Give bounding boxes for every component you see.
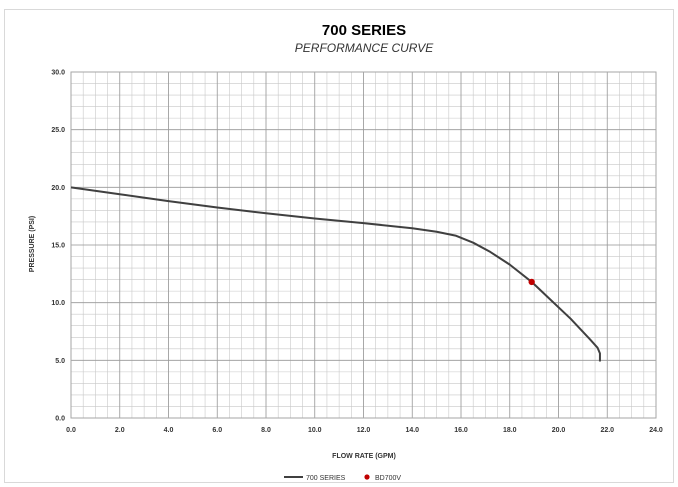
plot-area-border xyxy=(70,71,657,419)
x-tick-label: 8.0 xyxy=(261,427,271,434)
series-line-700-series xyxy=(70,186,601,362)
y-tick-label: 25.0 xyxy=(51,127,65,134)
y-tick-label: 15.0 xyxy=(51,243,65,250)
y-tick-label: 20.0 xyxy=(51,185,65,192)
y-axis-ticks: 0.0 5.0 10.0 15.0 20.0 25.0 30.0 xyxy=(51,70,65,423)
y-axis-label: PRESSURE (PSI) xyxy=(29,216,36,272)
x-tick-label: 4.0 xyxy=(164,427,174,434)
x-tick-label: 10.0 xyxy=(308,427,322,434)
series-layer xyxy=(70,186,601,362)
x-tick-label: 24.0 xyxy=(649,427,663,434)
chart-title: 700 SERIES xyxy=(322,22,406,39)
x-axis-label: FLOW RATE (GPM) xyxy=(332,453,396,460)
x-tick-label: 14.0 xyxy=(405,427,419,434)
x-axis-ticks: 0.0 2.0 4.0 6.0 8.0 10.0 12.0 14.0 16.0 18.0 20.0 2… xyxy=(66,427,663,434)
y-tick-label: 10.0 xyxy=(51,300,65,307)
x-tick-label: 6.0 xyxy=(212,427,222,434)
legend-label-point: BD700V xyxy=(375,475,401,482)
x-tick-label: 20.0 xyxy=(552,427,566,434)
chart-subtitle: PERFORMANCE CURVE xyxy=(295,41,434,55)
y-tick-label: 0.0 xyxy=(55,416,65,423)
y-tick-label: 30.0 xyxy=(51,70,65,77)
x-tick-label: 16.0 xyxy=(454,427,468,434)
data-point-bd700v xyxy=(528,278,535,286)
major-gridlines xyxy=(70,71,657,419)
legend-swatch-point xyxy=(364,474,370,480)
y-tick-label: 5.0 xyxy=(55,358,65,365)
x-tick-label: 22.0 xyxy=(600,427,614,434)
x-tick-label: 0.0 xyxy=(66,427,76,434)
legend: 700 SERIES BD700V xyxy=(284,474,401,482)
x-tick-label: 12.0 xyxy=(357,427,371,434)
x-tick-label: 18.0 xyxy=(503,427,517,434)
x-tick-label: 2.0 xyxy=(115,427,125,434)
legend-label-series: 700 SERIES xyxy=(306,475,346,482)
